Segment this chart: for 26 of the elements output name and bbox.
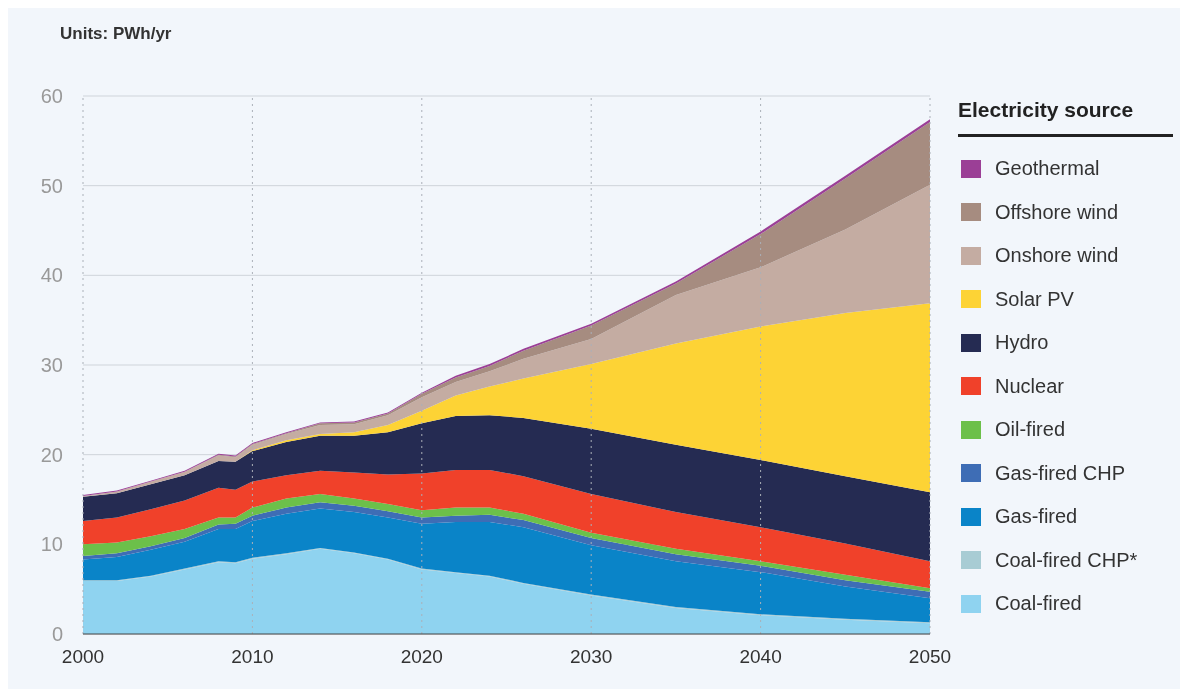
- y-axis-title: Units: PWh/yr: [60, 24, 172, 44]
- x-tick-label: 2020: [400, 646, 443, 668]
- x-tick-label: 2040: [739, 646, 782, 668]
- legend-label: Oil-fired: [995, 418, 1066, 442]
- legend-label: Hydro: [995, 331, 1049, 355]
- legend-label: Gas-fired CHP: [995, 461, 1126, 485]
- legend-label: Coal-fired CHP*: [995, 548, 1138, 572]
- y-tick-label: 60: [40, 85, 63, 108]
- x-tick-label: 2050: [908, 646, 952, 668]
- y-tick-label: 40: [40, 264, 63, 287]
- x-tick-label: 2000: [61, 646, 105, 668]
- y-tick-label: 50: [40, 174, 63, 197]
- x-tick-label: 2030: [570, 646, 613, 668]
- y-tick-label: 20: [40, 443, 63, 466]
- legend-label: Onshore wind: [995, 244, 1119, 268]
- y-tick-label: 0: [51, 623, 63, 646]
- legend-label: Offshore wind: [995, 200, 1119, 224]
- x-tick-label: 2010: [231, 646, 274, 668]
- legend-title: Electricity source: [958, 98, 1173, 137]
- legend-label: Nuclear: [995, 374, 1064, 398]
- legend-label: Coal-fired: [995, 592, 1082, 616]
- y-tick-label: 10: [40, 533, 63, 556]
- legend-label: Solar PV: [995, 287, 1074, 311]
- y-tick-label: 30: [40, 354, 63, 377]
- legend-label: Gas-fired: [995, 505, 1078, 529]
- legend-label: Geothermal: [995, 157, 1100, 181]
